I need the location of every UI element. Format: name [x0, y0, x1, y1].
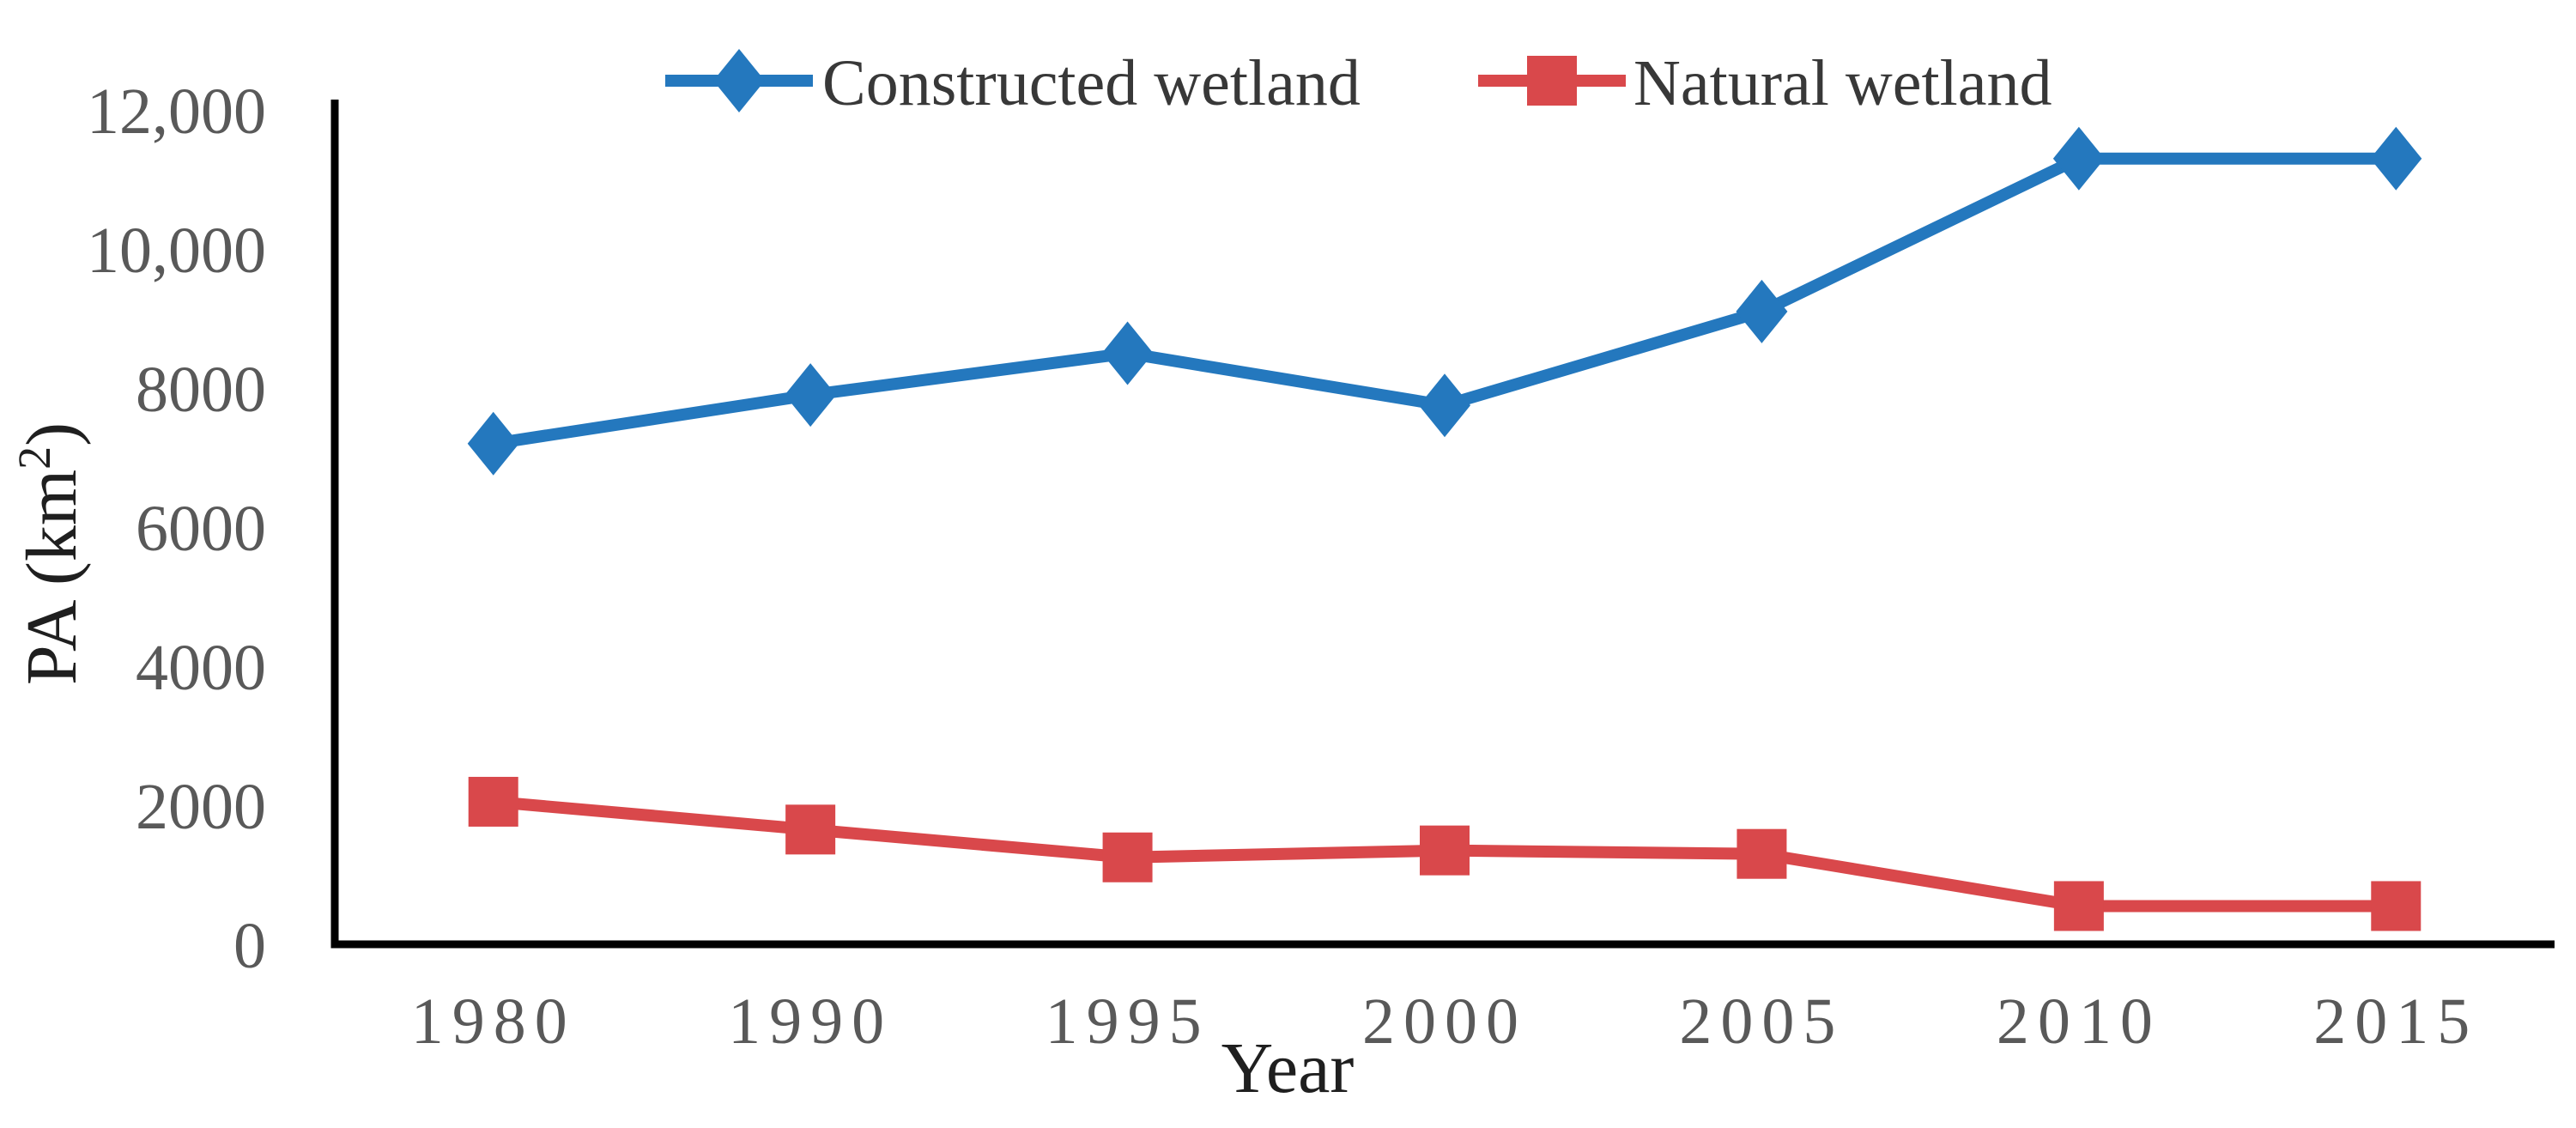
legend-label: Natural wetland — [1633, 47, 2052, 119]
data-point-marker — [2052, 126, 2105, 191]
y-axis-title: PA (km2) — [9, 422, 92, 685]
legend-label: Constructed wetland — [822, 47, 1361, 119]
data-point-marker — [1736, 279, 1788, 343]
y-axis-tick-label: 8000 — [136, 354, 266, 426]
x-axis-tick-label: 2010 — [1997, 985, 2161, 1058]
x-axis-tick-label: 1980 — [411, 985, 576, 1058]
legend-marker — [1527, 56, 1577, 106]
legend: Constructed wetland Natural wetland — [665, 47, 2052, 119]
x-axis-tick-label: 2000 — [1362, 985, 1527, 1058]
y-axis-tick-label: 2000 — [136, 771, 266, 843]
y-axis-tick-label: 12,000 — [87, 76, 266, 148]
series-constructed-wetland — [467, 126, 2422, 476]
x-axis-title: Year — [1221, 1028, 1355, 1108]
legend-marker — [713, 49, 765, 112]
legend-item-natural-wetland: Natural wetland — [1478, 47, 2052, 119]
y-axis-tick-label: 4000 — [136, 632, 266, 704]
data-point-marker — [2053, 881, 2104, 931]
data-point-marker — [2370, 126, 2422, 191]
y-axis-title-superscript: 2 — [9, 446, 60, 470]
y-axis-tick-label: 10,000 — [87, 215, 266, 287]
data-point-marker — [1419, 373, 1470, 438]
data-point-marker — [785, 363, 837, 428]
data-point-marker — [1101, 321, 1154, 385]
legend-item-constructed-wetland: Constructed wetland — [665, 47, 1361, 119]
series-layer — [467, 126, 2422, 931]
data-point-marker — [2371, 881, 2421, 931]
axes-layer — [330, 100, 2555, 949]
data-point-marker — [785, 804, 836, 855]
y-axis-title-text-close: ) — [12, 422, 92, 446]
x-axis-tick-label: 1990 — [728, 985, 893, 1058]
axis-lines — [330, 100, 2555, 949]
data-point-marker — [467, 411, 519, 476]
data-point-marker — [1420, 825, 1470, 876]
tick-labels-layer: 0 2000 4000 6000 8000 10,000 12,000 1980 1990 199… — [87, 76, 2478, 1058]
y-axis-tick-label: 0 — [233, 910, 266, 982]
data-point-marker — [1737, 828, 1787, 879]
series-natural-wetland — [468, 776, 2421, 931]
x-axis-tick-label: 2005 — [1679, 985, 1844, 1058]
data-point-marker — [468, 776, 518, 827]
data-point-marker — [1102, 832, 1153, 882]
x-axis-tick-label: 2015 — [2313, 985, 2478, 1058]
y-axis-title-text: PA (km — [12, 470, 92, 685]
y-axis-tick-label: 6000 — [136, 493, 266, 565]
x-axis-tick-label: 1995 — [1046, 985, 1210, 1058]
